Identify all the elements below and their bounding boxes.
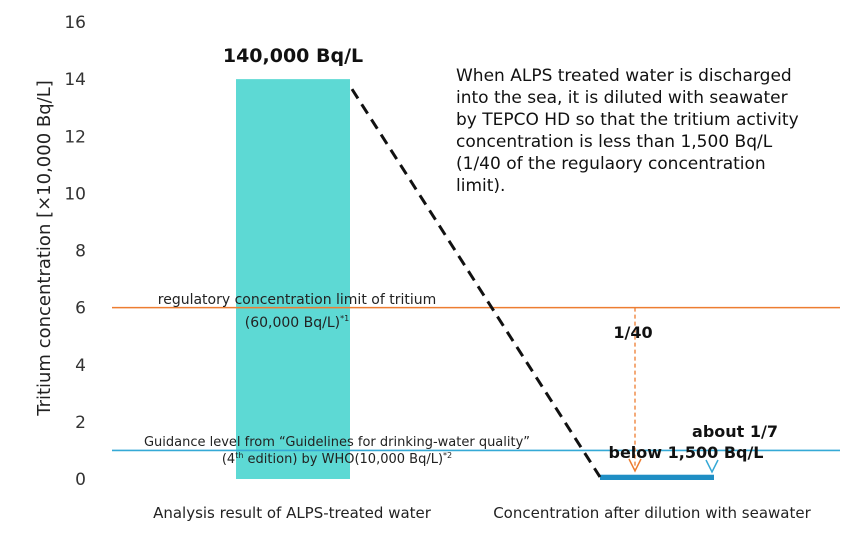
x-category-label-2: Concentration after dilution with seawat… bbox=[493, 504, 811, 522]
y-tick-label: 12 bbox=[64, 127, 86, 147]
bar2-data-label: below 1,500 Bq/L bbox=[609, 443, 764, 462]
y-tick-label: 4 bbox=[75, 356, 86, 376]
x-category-label-1: Analysis result of ALPS-treated water bbox=[153, 504, 432, 522]
note-line-2: into the sea, it is diluted with seawate… bbox=[456, 88, 788, 108]
y-tick-label: 14 bbox=[64, 70, 86, 90]
y-tick-label: 2 bbox=[75, 413, 86, 433]
dilution-connector-dashed bbox=[350, 88, 602, 478]
note-line-5: (1/40 of the regulaory concentration bbox=[456, 154, 766, 174]
dilution-note: When ALPS treated water is discharged in… bbox=[456, 66, 799, 196]
ratio-1-40-arrowhead bbox=[628, 458, 642, 473]
note-line-1: When ALPS treated water is discharged bbox=[456, 66, 792, 86]
guidance-label-line1: Guidance level from “Guidelines for drin… bbox=[144, 435, 530, 450]
bar1-data-label: 140,000 Bq/L bbox=[223, 45, 363, 67]
limit-label-line1: regulatory concentration limit of tritiu… bbox=[158, 292, 436, 308]
y-tick-label: 0 bbox=[75, 470, 86, 490]
y-tick-label: 16 bbox=[64, 13, 86, 33]
ratio-1-7-arrowhead bbox=[705, 459, 719, 474]
limit-label-line2: (60,000 Bq/L)*1 bbox=[245, 314, 349, 331]
note-line-4: concentration is less than 1,500 Bq/L bbox=[456, 132, 773, 152]
bar-alps-treated-water bbox=[236, 79, 350, 479]
guidance-label-line2: (4th edition) by WHO(10,000 Bq/L)*2 bbox=[222, 451, 452, 467]
y-tick-label: 8 bbox=[75, 242, 86, 262]
y-tick-labels: 0 2 4 6 8 10 12 14 16 bbox=[64, 13, 86, 490]
ratio-1-7-label: about 1/7 bbox=[692, 422, 778, 441]
bar-after-dilution bbox=[600, 474, 714, 480]
y-axis-title: Tritium concentration [×10,000 Bq/L] bbox=[34, 80, 55, 417]
y-tick-label: 6 bbox=[75, 299, 86, 319]
note-line-6: limit). bbox=[456, 176, 505, 196]
note-line-3: by TEPCO HD so that the tritium activity bbox=[456, 110, 799, 130]
ratio-1-40-label: 1/40 bbox=[613, 323, 652, 342]
y-tick-label: 10 bbox=[64, 184, 86, 204]
